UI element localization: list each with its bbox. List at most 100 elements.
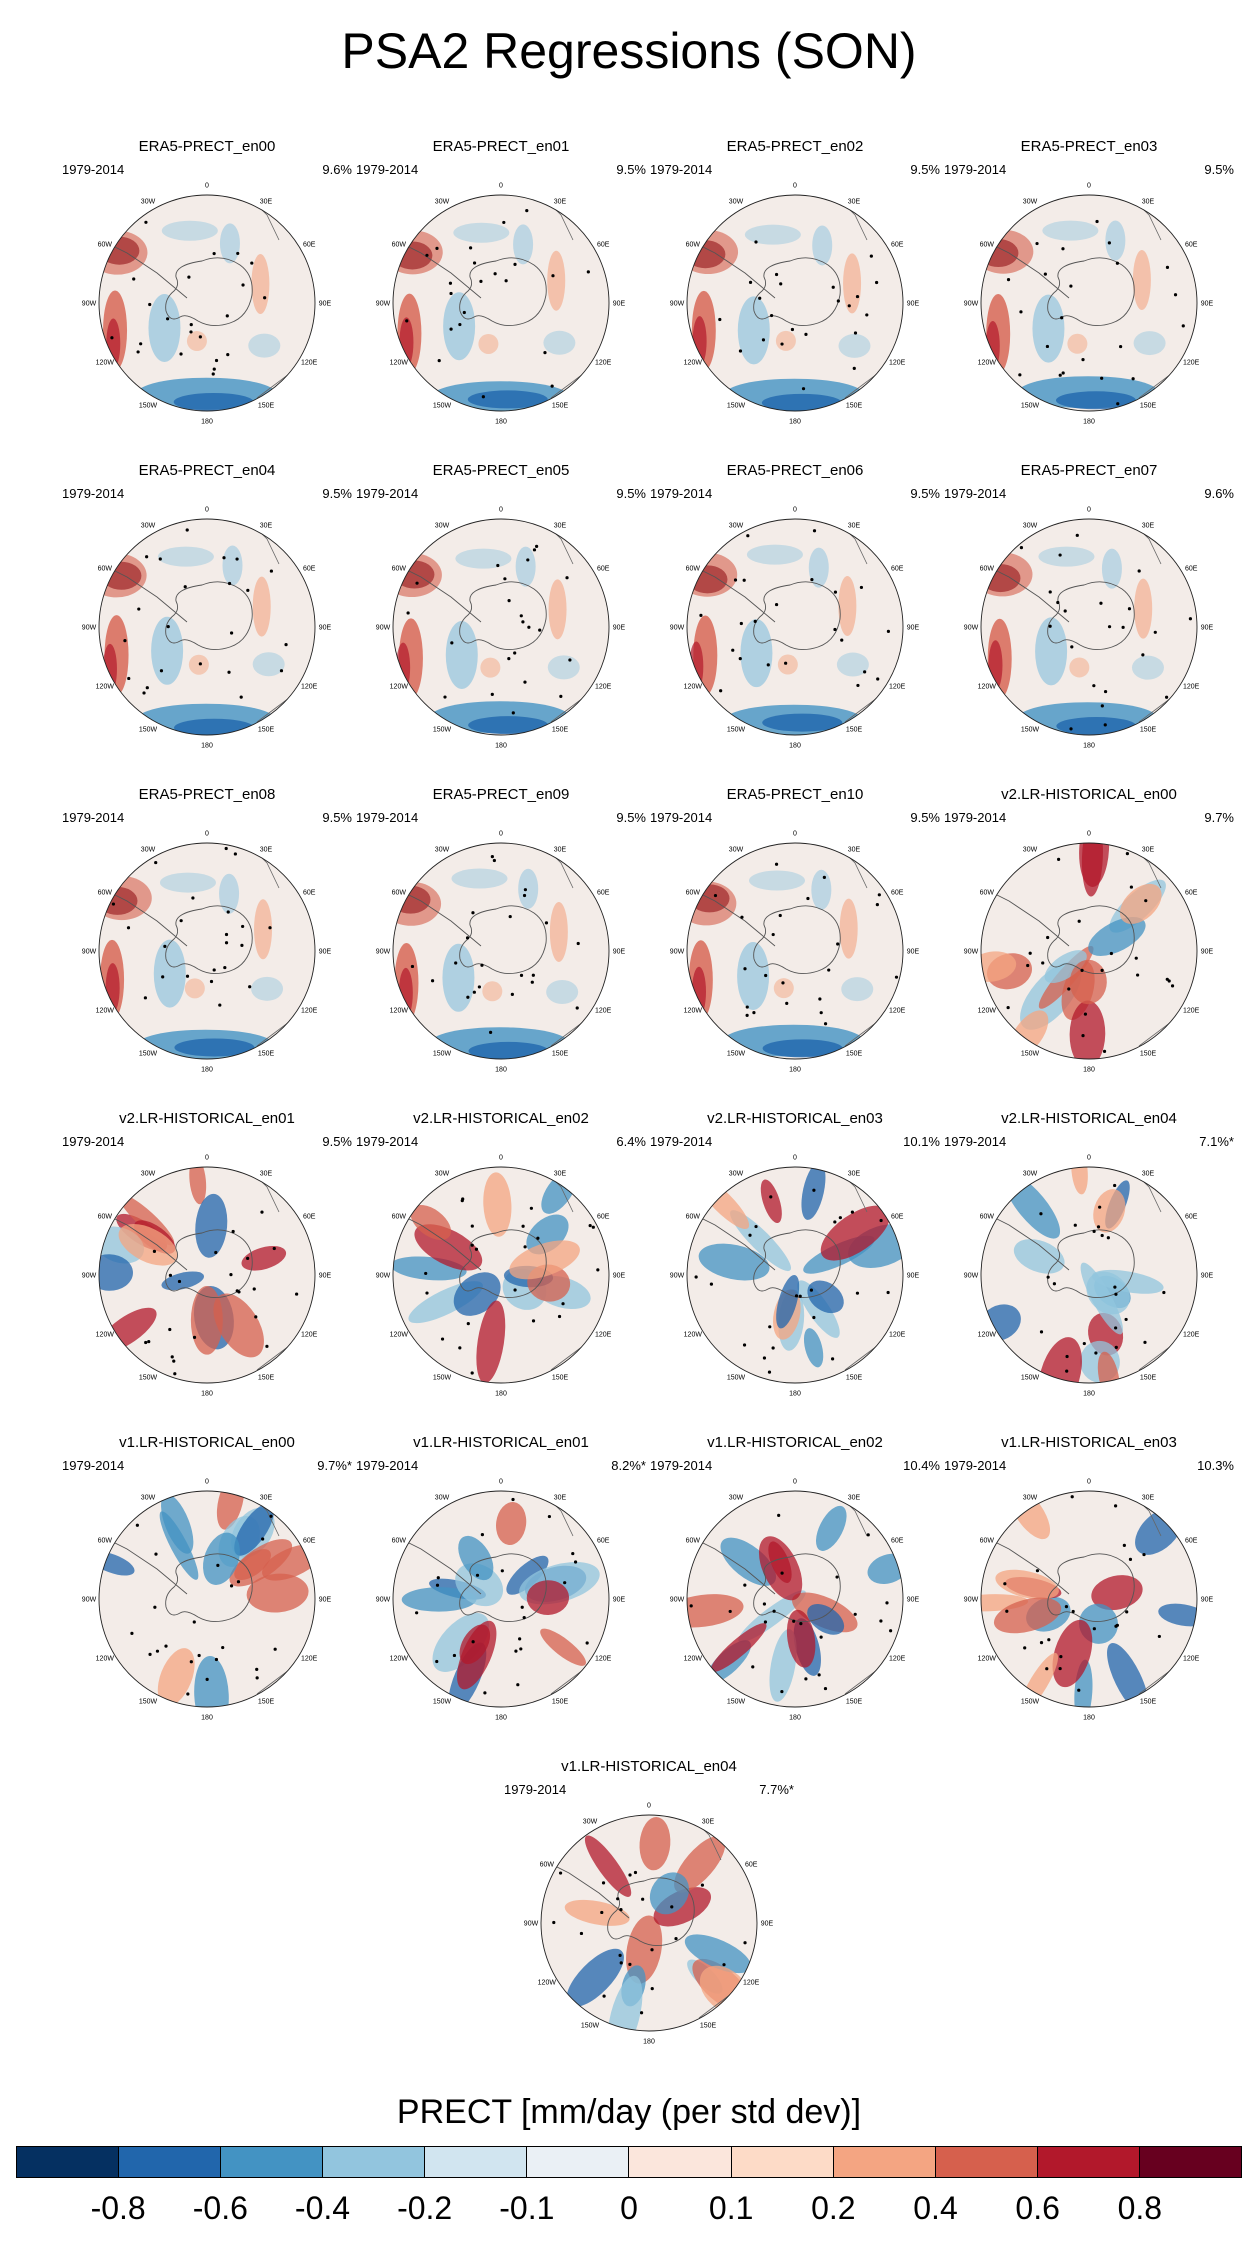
- significance-dot: [1005, 1609, 1009, 1613]
- precip-field: [99, 843, 315, 1059]
- anomaly-patch: [995, 1569, 1059, 1600]
- panel-variance-pct: 10.4%: [903, 1458, 940, 1473]
- significance-dot: [619, 1961, 623, 1965]
- longitude-label: 0: [499, 831, 503, 838]
- significance-dot: [1114, 1624, 1118, 1628]
- anomaly-patch: [148, 293, 181, 362]
- longitude-label: 60E: [1185, 242, 1198, 249]
- longitude-label: 0: [1087, 1479, 1091, 1486]
- significance-dot: [1131, 377, 1135, 381]
- antarctica-coastline: [165, 581, 253, 650]
- map-panel: 0 30E 60E 90E 120E 150E 180 150W 120W 90W 60W 30W v1…: [504, 1758, 794, 2058]
- longitude-label: 150E: [1140, 727, 1157, 734]
- significance-dot: [1041, 961, 1045, 965]
- colorbar: [16, 2146, 1242, 2178]
- significance-dot: [513, 651, 517, 655]
- longitude-label: 60E: [1185, 1214, 1198, 1221]
- longitude-label: 90W: [670, 1597, 685, 1604]
- significance-dot: [817, 1673, 821, 1677]
- significance-dot: [794, 1294, 799, 1298]
- longitude-label: 0: [205, 183, 209, 190]
- polar-map: 0 30E 60E 90E 120E 150E 180 150W 120W 90W 60W 30W: [82, 831, 332, 1074]
- significance-dot: [798, 1294, 802, 1298]
- anomaly-patch: [843, 253, 862, 314]
- significance-dot: [135, 1523, 139, 1527]
- anomaly-patch: [762, 713, 843, 732]
- anomaly-patch: [1091, 1575, 1143, 1611]
- anomaly-patch: [515, 546, 536, 587]
- panel-title: v2.LR-HISTORICAL_en04: [1001, 1110, 1177, 1127]
- panel-period: 1979-2014: [504, 1782, 567, 1797]
- significance-dot: [145, 686, 149, 690]
- anomaly-patch: [153, 939, 186, 1008]
- longitude-label: 90E: [907, 1597, 920, 1604]
- significance-dot: [784, 661, 788, 665]
- significance-dot: [173, 1372, 177, 1376]
- panel-title: ERA5-PRECT_en00: [138, 138, 276, 155]
- significance-dot: [894, 975, 899, 979]
- longitude-label: 60E: [303, 890, 316, 897]
- significance-dot: [522, 893, 527, 898]
- significance-dot: [519, 973, 524, 978]
- significance-dot: [198, 662, 202, 666]
- anomaly-patch: [442, 943, 475, 1012]
- longitude-label: 30W: [435, 198, 450, 205]
- longitude-label: 60W: [980, 890, 995, 897]
- significance-dot: [508, 914, 512, 919]
- significance-dot: [226, 910, 230, 914]
- precip-field: [541, 1815, 757, 2031]
- significance-dot: [191, 896, 195, 900]
- significance-dot: [255, 1667, 259, 1671]
- longitude-label: 150E: [552, 1051, 569, 1058]
- significance-dot: [437, 359, 441, 363]
- significance-dot: [619, 1908, 623, 1912]
- anomaly-patch: [188, 654, 209, 675]
- significance-dot: [529, 1206, 533, 1210]
- significance-dot: [1098, 1205, 1102, 1209]
- anomaly-patch: [773, 978, 794, 999]
- significance-dot: [1043, 272, 1047, 276]
- significance-dot: [1157, 1634, 1161, 1639]
- significance-dot: [596, 1268, 600, 1272]
- longitude-label: 0: [1087, 507, 1091, 514]
- significance-dot: [1100, 376, 1104, 380]
- longitude-label: 150E: [258, 403, 275, 410]
- antarctica-coastline: [459, 257, 547, 326]
- significance-dot: [544, 921, 549, 925]
- significance-dot: [189, 323, 193, 327]
- anomaly-patch: [1093, 1189, 1126, 1233]
- longitude-label: 0: [499, 183, 503, 190]
- panel-variance-pct: 10.1%: [903, 1134, 940, 1149]
- longitude-label: 150W: [727, 727, 746, 734]
- anomaly-patch: [687, 230, 739, 275]
- anomaly-patch: [248, 333, 281, 358]
- significance-dot: [1018, 373, 1022, 377]
- anomaly-patch: [687, 552, 738, 597]
- anomaly-patch: [1013, 1239, 1065, 1274]
- colorbar-tick-label: 0.8: [1117, 2190, 1163, 2226]
- longitude-label: 60W: [980, 242, 995, 249]
- significance-dot: [229, 1273, 233, 1277]
- longitude-label: 90E: [1201, 1273, 1214, 1280]
- longitude-label: 120W: [96, 1008, 115, 1015]
- antarctica-coastline: [459, 1553, 547, 1622]
- panel-period: 1979-2014: [356, 1134, 419, 1149]
- anomaly-patch: [737, 296, 770, 365]
- longitude-label: 30W: [729, 846, 744, 853]
- longitude-label: 30W: [141, 846, 156, 853]
- significance-dot: [853, 1612, 857, 1616]
- anomaly-patch: [1134, 578, 1153, 639]
- significance-dot: [1019, 546, 1024, 550]
- longitude-label: 120W: [978, 360, 997, 367]
- significance-dot: [731, 648, 735, 652]
- longitude-label: 60W: [98, 890, 113, 897]
- polar-map: 0 30E 60E 90E 120E 150E 180 150W 120W 90W 60W 30W: [82, 507, 332, 750]
- panel-title: ERA5-PRECT_en03: [1020, 138, 1158, 155]
- significance-dot: [154, 860, 158, 865]
- longitude-label: 60W: [540, 1862, 555, 1869]
- significance-dot: [1028, 951, 1032, 955]
- significance-dot: [145, 555, 149, 559]
- significance-dot: [568, 658, 572, 662]
- significance-dot: [650, 1948, 654, 1952]
- significance-dot: [1124, 1317, 1128, 1322]
